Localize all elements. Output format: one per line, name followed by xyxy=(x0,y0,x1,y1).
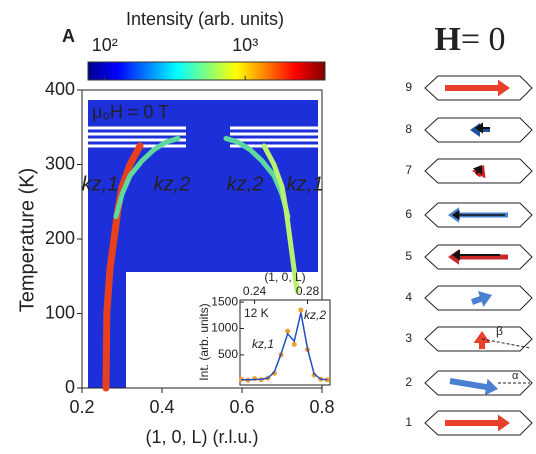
x-tick-label: 0.4 xyxy=(149,397,174,417)
diagram-title: H= 0 xyxy=(434,21,505,58)
row-label: 8 xyxy=(405,122,412,136)
inset-annotation: 12 K xyxy=(244,306,269,320)
arrow-head xyxy=(498,414,510,432)
angle-label: β xyxy=(496,324,503,338)
inset-y-tick-label: 1500 xyxy=(211,294,238,308)
arrow-head xyxy=(452,209,460,221)
row-label: 7 xyxy=(405,163,412,177)
row-label: 9 xyxy=(405,80,412,94)
y-tick-label: 400 xyxy=(45,79,75,99)
x-tick-label: 0.8 xyxy=(309,397,334,417)
y-tick-label: 0 xyxy=(65,377,75,397)
x-tick-label: 0.2 xyxy=(69,397,94,417)
panel-label: A xyxy=(62,26,75,46)
inset-fit xyxy=(241,312,328,381)
arrow-head xyxy=(484,378,498,396)
colorbar-title: Intensity (arb. units) xyxy=(126,9,284,29)
y-tick-label: 300 xyxy=(45,153,75,173)
inset-peak-label: kz,2 xyxy=(304,308,326,322)
inset-x-tick-label: 0.24 xyxy=(243,284,267,298)
inset-point xyxy=(285,328,291,334)
angle-label: α xyxy=(512,370,519,382)
y-axis-label: Temperature (K) xyxy=(16,168,38,313)
row-label: 4 xyxy=(405,290,412,304)
arrow-head xyxy=(477,291,492,307)
inset-point xyxy=(311,372,317,378)
arrow-head xyxy=(452,249,460,261)
x-tick-label: 0.6 xyxy=(229,397,254,417)
arrow-head xyxy=(498,79,510,97)
inset-peak-label: kz,1 xyxy=(252,337,274,351)
x-axis-label: (1, 0, L) (r.l.u.) xyxy=(145,427,258,447)
arrow-head xyxy=(472,165,483,175)
inset-point xyxy=(291,341,297,347)
colorbar-tick-label: 10² xyxy=(92,35,118,55)
row-label: 1 xyxy=(405,415,412,429)
title-rest: = 0 xyxy=(461,21,506,58)
title-symbol: H xyxy=(434,21,460,58)
row-label: 6 xyxy=(405,207,412,221)
y-tick-label: 100 xyxy=(45,302,75,322)
inset-y-label: Int. (arb. units) xyxy=(197,303,211,380)
spin-arrow xyxy=(449,378,490,391)
curve-label: kz,2 xyxy=(154,173,191,195)
row-label: 3 xyxy=(405,331,412,345)
curve xyxy=(261,143,300,294)
inset-point xyxy=(298,307,304,313)
field-annotation: μ₀H = 0 T xyxy=(92,102,169,122)
curve-label: kz,2 xyxy=(227,173,264,195)
ref-line xyxy=(481,338,531,349)
row-label: 2 xyxy=(405,375,412,389)
arrow-head xyxy=(473,331,491,343)
colorbar xyxy=(87,61,326,81)
arrow-head xyxy=(475,122,483,134)
y-tick-label: 200 xyxy=(45,228,75,248)
inset-frame xyxy=(239,299,331,386)
colorbar-tick-label: 10³ xyxy=(232,35,258,55)
inset-y-tick-label: 500 xyxy=(218,347,238,361)
inset-x-tick-label: 0.28 xyxy=(296,284,320,298)
curve xyxy=(102,142,144,392)
inset-y-tick-label: 1000 xyxy=(211,321,238,335)
row-label: 5 xyxy=(405,249,412,263)
inset-x-label: (1, 0, L) xyxy=(264,270,305,284)
curve-label: kz,1 xyxy=(82,173,119,195)
curve xyxy=(113,135,181,220)
curve-label: kz,1 xyxy=(287,173,324,195)
